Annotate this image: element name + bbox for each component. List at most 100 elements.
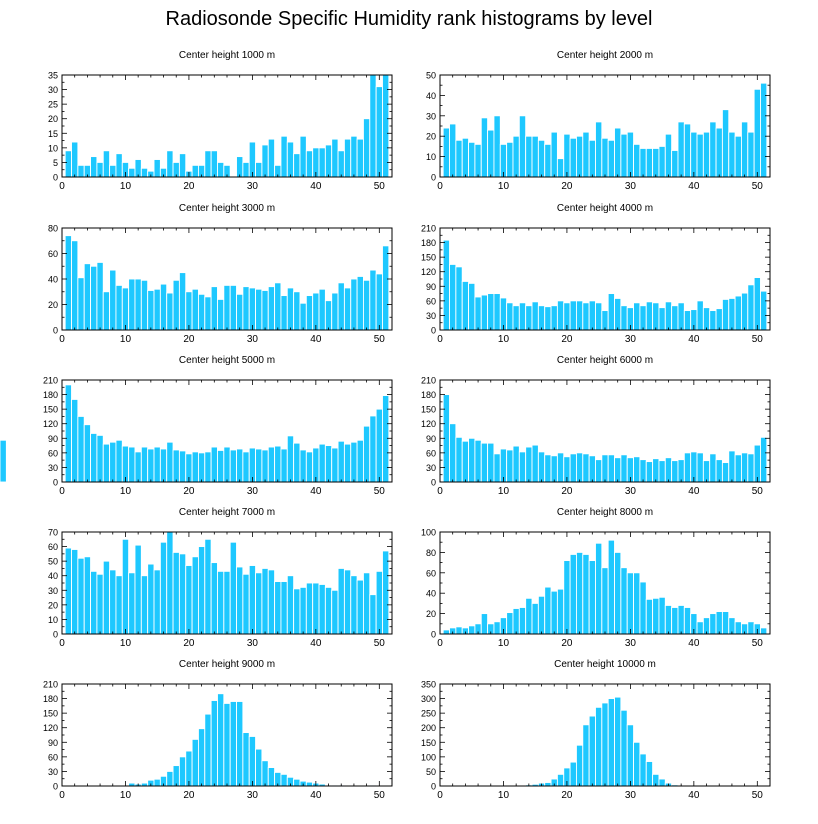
histogram-bar xyxy=(362,279,371,331)
histogram-bar xyxy=(442,239,450,331)
histogram-bar xyxy=(210,286,218,331)
histogram-bar xyxy=(607,293,615,331)
histogram-bar xyxy=(255,161,263,178)
histogram-bar xyxy=(375,86,383,178)
histogram-bar xyxy=(267,138,276,178)
histogram-bar xyxy=(286,435,295,483)
histogram-bar xyxy=(261,144,269,178)
y-tick-label: 40 xyxy=(426,589,436,599)
histogram-bar xyxy=(525,135,533,178)
histogram-bar xyxy=(217,693,225,787)
histogram-bar xyxy=(544,306,552,331)
histogram-bar xyxy=(109,269,117,331)
histogram-bar xyxy=(480,294,489,331)
histogram-bar xyxy=(312,447,320,483)
histogram-bar xyxy=(645,761,654,787)
y-tick-label: 350 xyxy=(421,680,436,690)
histogram-bar xyxy=(620,567,628,635)
histogram-bar xyxy=(626,572,635,635)
histogram-bar xyxy=(210,700,218,787)
histogram-bar xyxy=(582,724,590,787)
histogram-bar xyxy=(696,300,704,331)
histogram-bar xyxy=(639,459,647,483)
chart-panel: Center height 8000 m 0 10 20 30 40 50 0 20 40 60 80… xyxy=(421,507,771,649)
histogram-bar xyxy=(267,767,276,787)
histogram-bar xyxy=(77,415,85,483)
y-tick-label: 15 xyxy=(48,129,58,139)
histogram-bar xyxy=(449,263,457,331)
histogram-bar xyxy=(721,298,730,331)
histogram-bar xyxy=(550,131,558,178)
histogram-bar xyxy=(229,284,237,331)
histogram-bar xyxy=(369,415,377,483)
histogram-bar xyxy=(210,562,218,635)
y-tick-label: 200 xyxy=(421,723,436,733)
x-tick-label: 50 xyxy=(374,486,386,497)
histogram-bar xyxy=(261,449,269,483)
y-tick-label: 250 xyxy=(421,709,436,719)
x-tick-label: 30 xyxy=(625,638,637,649)
histogram-bar xyxy=(324,144,333,178)
histogram-bar xyxy=(493,115,501,178)
histogram-bar xyxy=(350,278,358,331)
histogram-bar xyxy=(153,159,161,178)
histogram-bar xyxy=(153,288,161,331)
histogram-bar xyxy=(556,158,565,178)
histogram-bar xyxy=(96,434,104,483)
histogram-bar xyxy=(147,563,155,635)
histogram-bar xyxy=(71,398,79,483)
histogram-bar xyxy=(293,778,301,787)
histogram-bar xyxy=(185,565,193,635)
histogram-bar xyxy=(595,459,603,483)
histogram-bar xyxy=(236,156,244,178)
histogram-bar xyxy=(747,284,755,331)
x-tick-label: 20 xyxy=(183,181,195,192)
histogram-bar xyxy=(537,305,546,331)
histogram-bar xyxy=(318,443,326,483)
histogram-bar xyxy=(102,443,111,483)
histogram-bar xyxy=(607,698,615,787)
histogram-bar xyxy=(318,584,326,635)
histogram-bar xyxy=(274,282,282,331)
histogram-bar xyxy=(658,145,666,178)
histogram-bar xyxy=(633,143,641,178)
histogram-bar xyxy=(242,573,250,635)
x-tick-label: 0 xyxy=(437,181,443,192)
histogram-bar xyxy=(369,594,377,635)
histogram-bar xyxy=(487,293,495,331)
histogram-bar xyxy=(178,756,187,787)
x-tick-label: 50 xyxy=(374,790,386,801)
y-tick-label: 210 xyxy=(421,224,436,234)
histogram-bar xyxy=(229,449,237,483)
histogram-bar xyxy=(614,457,622,483)
histogram-bar xyxy=(620,454,628,483)
y-tick-label: 210 xyxy=(43,680,58,690)
x-tick-label: 50 xyxy=(752,486,764,497)
histogram-bar xyxy=(312,582,320,635)
x-tick-label: 20 xyxy=(561,334,573,345)
histogram-bar xyxy=(337,282,345,331)
histogram-bar xyxy=(185,750,193,787)
histogram-bar xyxy=(64,150,72,178)
histogram-bar xyxy=(709,310,717,331)
histogram-bar xyxy=(280,448,288,483)
chart-title: Center height 7000 m xyxy=(179,507,275,518)
chart-panel: Center height 10000 m 0 10 20 30 40 50 0 50 100 15… xyxy=(421,659,771,801)
histogram-bar xyxy=(506,449,514,483)
histogram-bar xyxy=(614,297,622,331)
histogram-bar xyxy=(90,570,98,635)
histogram-bar xyxy=(77,277,85,331)
histogram-bar xyxy=(115,284,123,331)
histogram-bar xyxy=(274,581,282,635)
histogram-bar xyxy=(337,567,345,635)
histogram-bar xyxy=(614,551,622,635)
y-tick-label: 60 xyxy=(48,448,58,458)
histogram-bar xyxy=(728,131,736,178)
histogram-bar xyxy=(318,288,326,331)
histogram-bar xyxy=(645,461,654,483)
histogram-bar xyxy=(312,292,320,331)
histogram-bar xyxy=(683,310,692,331)
y-tick-label: 40 xyxy=(48,275,58,285)
histogram-bar xyxy=(286,287,295,331)
histogram-bar xyxy=(293,588,301,635)
